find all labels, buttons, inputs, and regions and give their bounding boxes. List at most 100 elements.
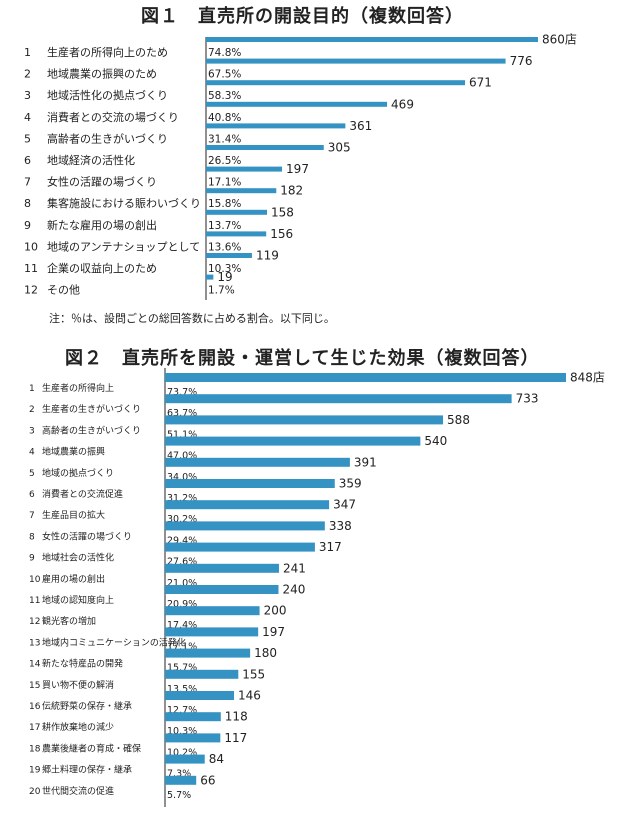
chart1-category-number: 10 — [24, 240, 38, 253]
chart2-category-number: 5 — [29, 469, 35, 479]
chart2-category-label: 雇用の場の創出 — [42, 573, 105, 585]
chart2-category-number: 18 — [29, 744, 41, 754]
chart1-category-number: 1 — [24, 46, 31, 59]
chart1-category-label: 生産者の所得向上のため — [47, 45, 168, 59]
chart2-percent-label: 51.1% — [167, 429, 197, 440]
chart2-percent-label: 47.0% — [167, 451, 197, 462]
chart1-category-number: 2 — [24, 68, 31, 81]
chart2-category-number: 3 — [29, 426, 35, 436]
chart2-category-label: 消費者との交流促進 — [42, 488, 123, 500]
chart2-percent-label: 31.2% — [167, 493, 197, 504]
chart1-bar — [206, 188, 277, 194]
chart1-category-label: その他 — [47, 284, 80, 297]
chart2-category-label: 地域の認知度向上 — [42, 594, 114, 606]
chart2-percent-label: 21.0% — [167, 578, 197, 589]
chart2-category-label: 生産者の所得向上 — [42, 382, 114, 394]
chart2-category-number: 20 — [29, 787, 41, 797]
chart1-value-label: 182 — [280, 184, 303, 198]
chart1-category-label: 企業の収益向上のため — [47, 261, 157, 275]
chart2-value-label: 848店 — [570, 371, 605, 385]
chart1-percent-label: 10.3% — [208, 263, 241, 275]
chart2-value-label: 155 — [242, 667, 265, 681]
chart2-value-label: 338 — [329, 519, 352, 533]
chart1-category-number: 5 — [24, 132, 31, 145]
chart2-percent-label: 73.7% — [167, 387, 197, 398]
chart2-percent-label: 17.4% — [167, 620, 197, 631]
chart2-bar — [165, 669, 239, 679]
chart1-value-label: 158 — [271, 205, 294, 219]
chart1-bar — [206, 145, 324, 150]
chart2-bar — [165, 585, 279, 594]
chart2-percent-label: 30.2% — [167, 514, 197, 525]
chart2-value-label: 200 — [264, 604, 287, 618]
chart2-category-number: 15 — [29, 681, 40, 691]
chart1-value-label: 361 — [349, 119, 372, 133]
chart2-value-label: 84 — [209, 752, 224, 766]
chart2-bar — [165, 436, 421, 446]
chart1-percent-label: 13.7% — [208, 220, 241, 232]
chart1-percent-label: 15.8% — [208, 198, 241, 210]
chart1-value-label: 119 — [256, 249, 279, 263]
chart1-category-number: 12 — [24, 284, 38, 297]
chart1-category-label: 新たな雇用の場の創出 — [47, 218, 157, 232]
chart1-percent-label: 31.4% — [208, 133, 241, 145]
chart1-category-label: 高齢者の生きがいづくり — [47, 131, 168, 145]
chart1-percent-label: 1.7% — [208, 285, 235, 297]
chart2-value-label: 180 — [254, 646, 277, 660]
chart2-category-label: 観光客の増加 — [42, 615, 96, 627]
chart1-bar — [206, 166, 283, 172]
chart1-value-label: 156 — [270, 227, 293, 241]
chart1-value-label: 860店 — [542, 33, 577, 47]
chart2-percent-label: 7.3% — [167, 769, 191, 780]
chart2-bar — [165, 500, 330, 510]
chart1-category-label: 地域のアンテナショップとして — [47, 240, 200, 253]
chart2-bar — [165, 648, 251, 658]
chart2-percent-label: 10.2% — [167, 747, 197, 758]
chart2-category-label: 高齢者の生きがいづくり — [42, 424, 141, 436]
chart2-bar — [165, 373, 566, 382]
chart2-category-number: 9 — [29, 554, 35, 564]
chart2-category-label: 地域農業の振興 — [42, 446, 105, 458]
chart2-category-number: 2 — [29, 405, 35, 415]
chart1-value-label: 776 — [510, 54, 533, 68]
chart2-value-label: 359 — [339, 477, 362, 491]
chart2-category-label: 耕作放棄地の減少 — [42, 721, 114, 733]
chart1-bar — [206, 209, 267, 215]
chart1-category-number: 4 — [24, 111, 31, 124]
chart2-category-label: 生産者の生きがいづくり — [42, 403, 141, 415]
chart1-category-label: 地域農業の振興のため — [47, 67, 157, 81]
chart1-value-label: 671 — [469, 76, 492, 90]
chart2-bar — [165, 415, 444, 425]
chart1-category-label: 消費者との交流の場づくり — [47, 110, 179, 124]
chart2-value-label: 66 — [200, 773, 215, 787]
chart1-bar — [206, 274, 214, 280]
chart2-category-number: 11 — [29, 596, 40, 606]
chart2-percent-label: 12.7% — [167, 705, 197, 716]
chart1-bar — [206, 253, 252, 258]
chart2-value-label: 391 — [354, 455, 377, 469]
chart1-category-number: 8 — [24, 197, 31, 210]
chart2-bar — [165, 542, 315, 552]
chart2-bar — [165, 691, 235, 700]
chart2-bar — [165, 775, 197, 785]
chart2-category-label: 世代間交流の促進 — [42, 785, 114, 797]
chart2-bar — [165, 712, 221, 722]
chart2-category-number: 13 — [29, 638, 40, 648]
chart2-category-number: 19 — [29, 766, 41, 776]
chart1-value-label: 19 — [217, 270, 232, 284]
chart1-category-label: 地域経済の活性化 — [47, 153, 135, 167]
chart1-category-number: 3 — [24, 89, 31, 102]
chart2-category-label: 新たな特産品の開発 — [42, 658, 123, 670]
chart2-value-label: 588 — [447, 413, 470, 427]
chart2-bar — [165, 394, 512, 404]
chart1-bar — [206, 123, 346, 129]
chart2-percent-label: 20.9% — [167, 599, 197, 610]
chart1-bar — [206, 231, 267, 237]
chart2-percent-label: 27.6% — [167, 557, 197, 568]
chart2-value-label: 317 — [319, 540, 342, 554]
chart1-category-number: 11 — [24, 262, 38, 275]
chart1-percent-label: 26.5% — [208, 155, 241, 167]
chart2-percent-label: 29.4% — [167, 535, 197, 546]
chart1-bar — [206, 80, 466, 86]
chart2-category-label: 農業後継者の育成・確保 — [42, 742, 141, 754]
